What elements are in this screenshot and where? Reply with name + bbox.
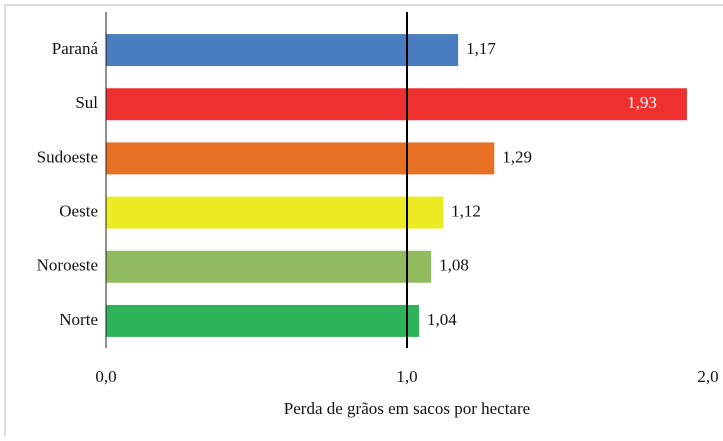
bar — [106, 142, 495, 175]
x-tick-label: 2,0 — [697, 367, 718, 386]
y-tick-label: Sul — [75, 93, 98, 112]
bar — [106, 34, 459, 67]
chart-frame — [4, 4, 723, 441]
bar — [106, 88, 687, 121]
bar — [106, 250, 432, 283]
value-label: 1,93 — [627, 93, 657, 112]
value-label: 1,08 — [439, 256, 469, 275]
x-tick-label: 1,0 — [396, 367, 417, 386]
y-tick-label: Sudoeste — [37, 147, 98, 166]
value-label: 1,29 — [502, 147, 532, 166]
y-tick-label: Oeste — [59, 201, 98, 220]
y-tick-label: Paraná — [52, 39, 99, 58]
x-axis-title: Perda de grãos em sacos por hectare — [284, 399, 530, 418]
y-tick-label: Norte — [59, 310, 98, 329]
y-tick-label: Noroeste — [37, 256, 98, 275]
bar — [106, 196, 444, 229]
value-label: 1,04 — [427, 310, 457, 329]
value-label: 1,12 — [451, 201, 481, 220]
bar — [106, 304, 420, 337]
value-label: 1,17 — [466, 39, 496, 58]
x-tick-label: 0,0 — [95, 367, 116, 386]
